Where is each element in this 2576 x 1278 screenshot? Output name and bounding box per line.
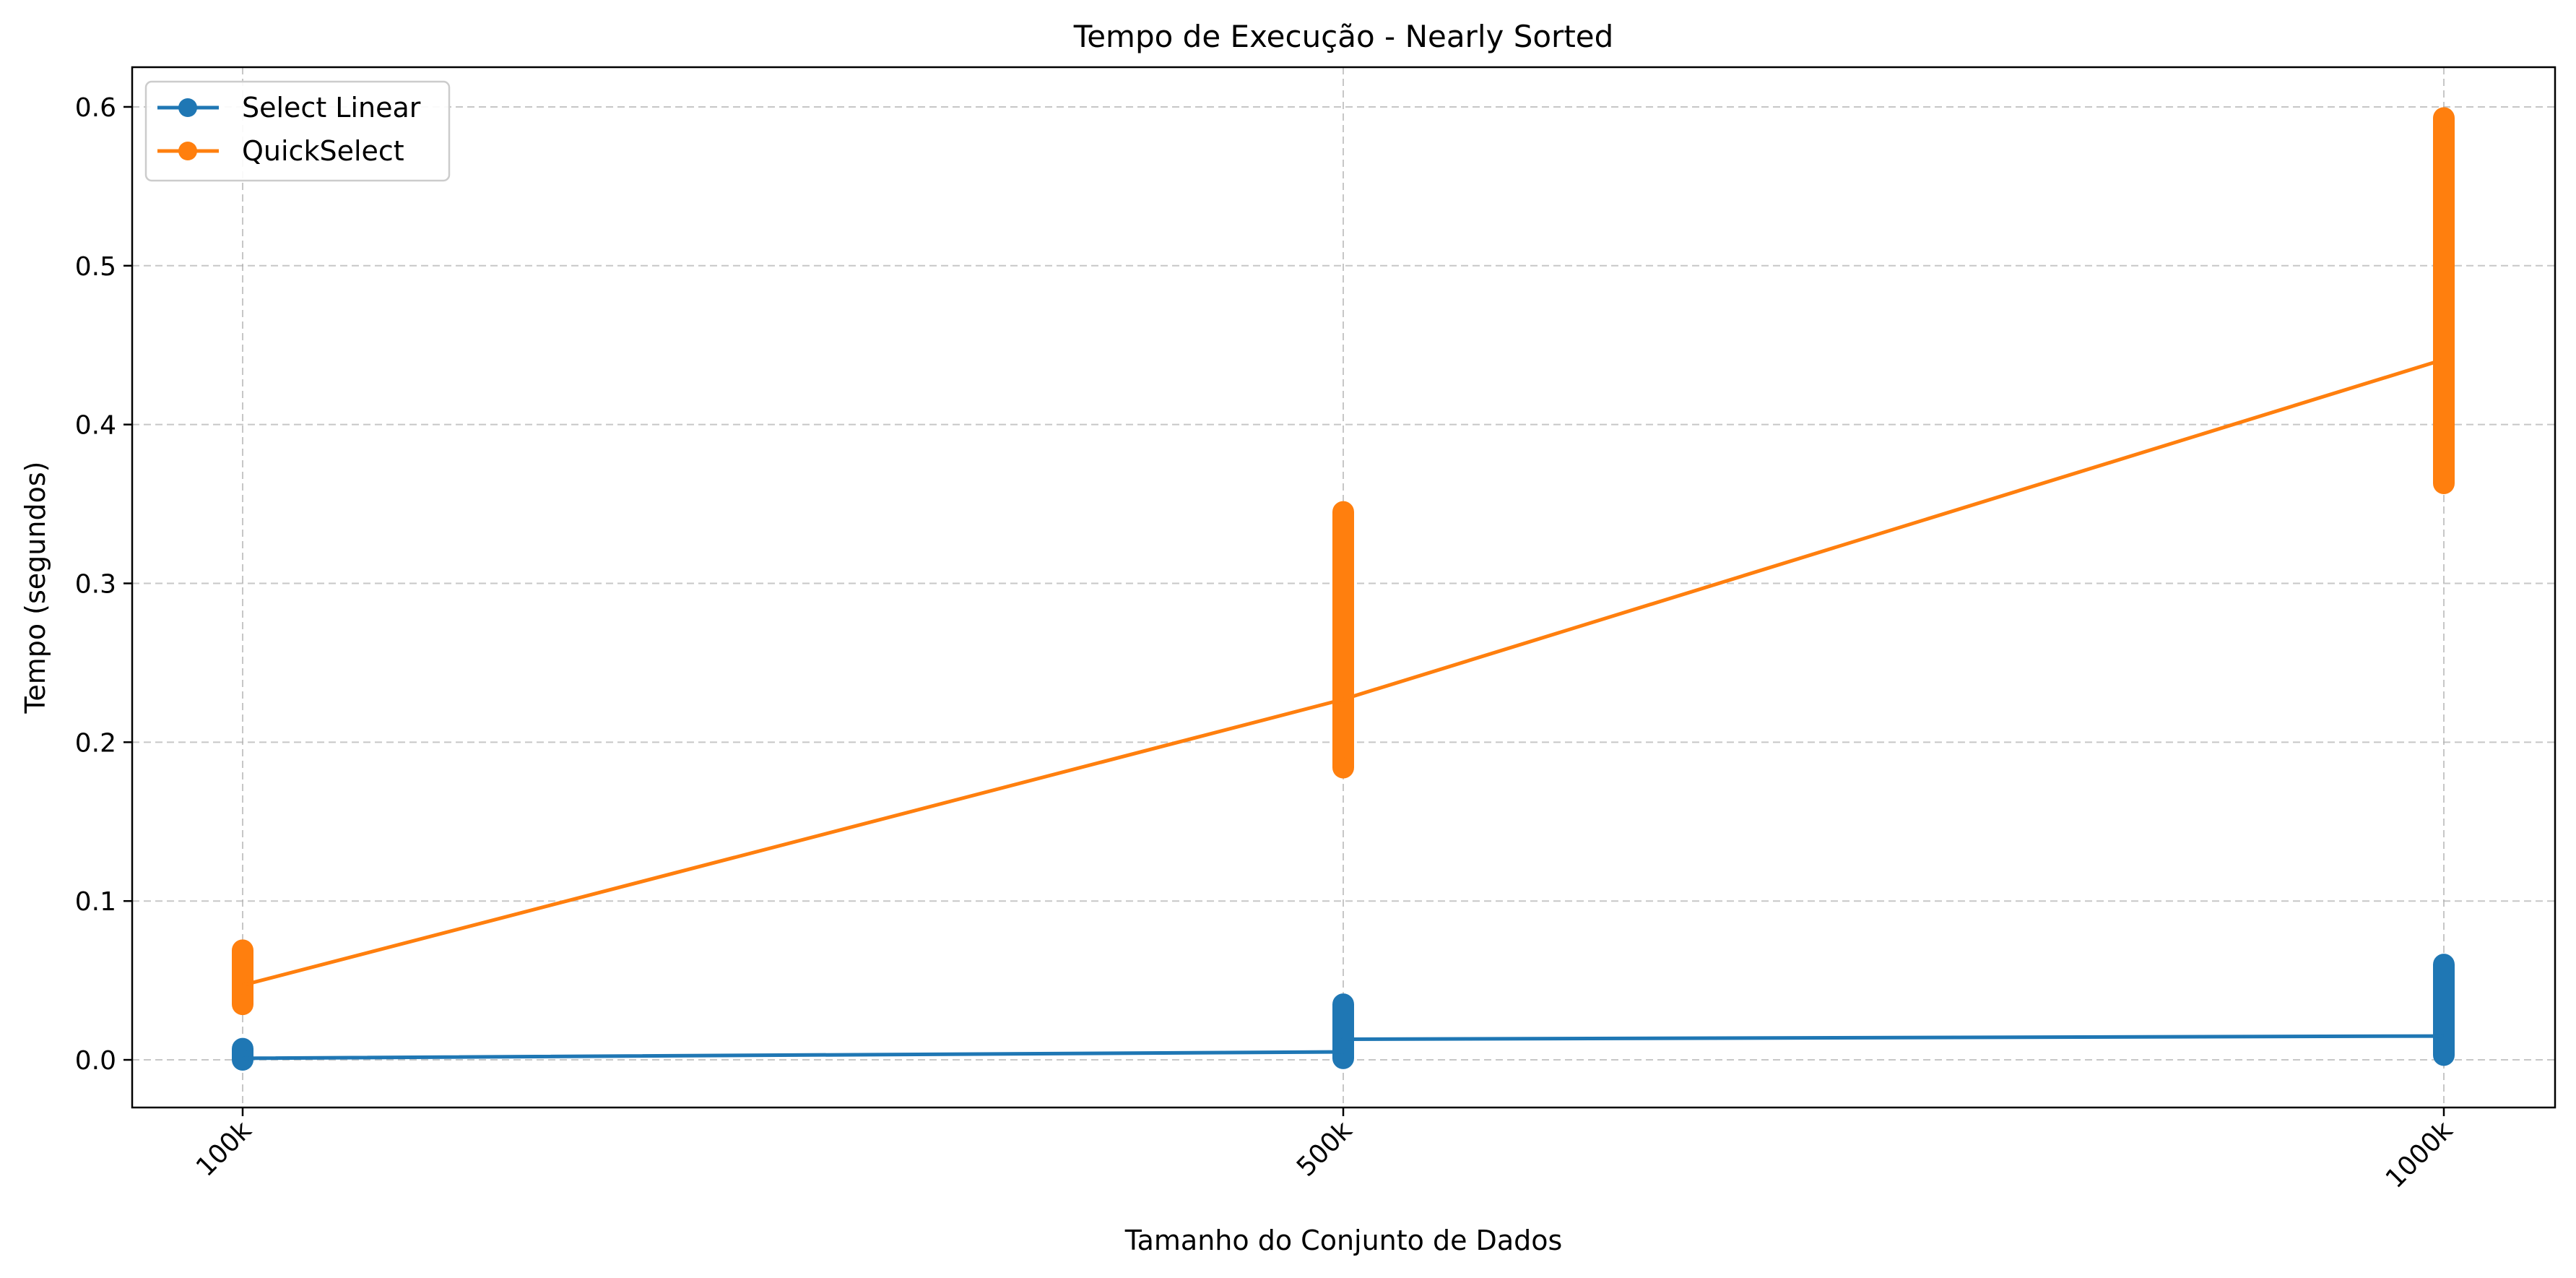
y-axis-label: Tempo (segundos) <box>19 462 51 714</box>
legend-marker <box>178 98 197 117</box>
data-point <box>233 994 253 1015</box>
series-quickselect <box>232 107 2455 1016</box>
series-line <box>242 358 2445 988</box>
data-point <box>1333 501 1353 522</box>
legend-box <box>144 80 451 182</box>
data-point <box>2434 108 2454 129</box>
legend-label: Select Linear <box>242 92 421 124</box>
data-point <box>2434 1045 2454 1066</box>
y-tick-label: 0.1 <box>75 887 116 917</box>
data-point <box>233 940 253 961</box>
data-point <box>233 1050 253 1071</box>
y-tick-label: 0.3 <box>75 570 116 600</box>
series-line <box>242 1034 2445 1061</box>
y-tick-label: 0.4 <box>75 411 116 441</box>
data-point <box>2434 473 2454 493</box>
x-axis-label: Tamanho do Conjunto de Dados <box>1124 1225 1563 1256</box>
chart-title: Tempo de Execução - Nearly Sorted <box>1073 19 1614 54</box>
y-tick-label: 0.0 <box>75 1046 116 1076</box>
legend-marker <box>178 142 197 160</box>
legend-label: QuickSelect <box>242 135 404 167</box>
data-point <box>1333 994 1353 1015</box>
series-select-linear <box>232 954 2455 1071</box>
y-tick-label: 0.5 <box>75 252 116 282</box>
y-tick-label: 0.2 <box>75 728 116 758</box>
data-point <box>1333 757 1353 778</box>
series-group <box>232 107 2455 1071</box>
data-point <box>2434 954 2454 975</box>
y-tick-label: 0.6 <box>75 93 116 123</box>
legend: Select Linear QuickSelect <box>144 80 451 182</box>
